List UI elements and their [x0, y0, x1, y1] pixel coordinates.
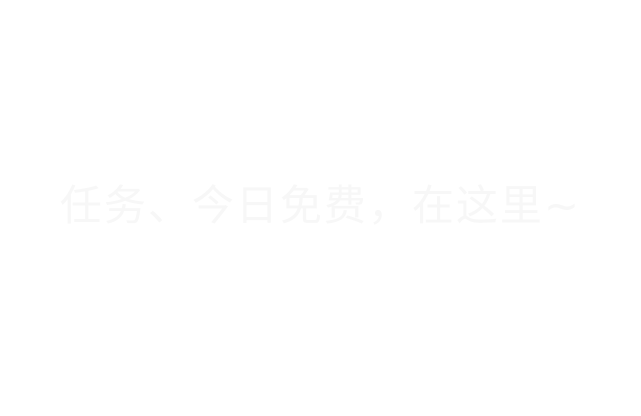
guide-tip-overlay: 任务、今日免费，在这里~: [0, 176, 641, 236]
guide-tip-text: 任务、今日免费，在这里~: [59, 181, 582, 230]
